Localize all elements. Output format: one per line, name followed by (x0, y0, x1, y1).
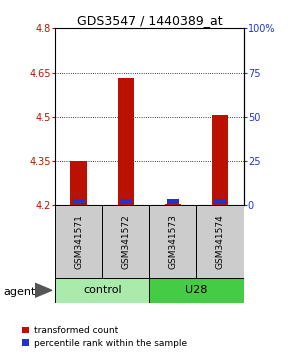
Bar (212, 115, 228, 205)
Bar (214, 199, 226, 205)
Bar (197, 205, 244, 278)
Text: GSM341573: GSM341573 (168, 214, 177, 269)
Text: control: control (83, 285, 122, 295)
Text: GSM341571: GSM341571 (74, 214, 83, 269)
Bar (70, 161, 87, 205)
Bar (55, 278, 149, 303)
Text: U28: U28 (185, 285, 208, 295)
Bar (55, 205, 102, 278)
Text: GSM341572: GSM341572 (121, 214, 130, 269)
Text: agent: agent (3, 287, 35, 297)
Bar (117, 79, 134, 205)
Text: GSM341574: GSM341574 (215, 214, 224, 269)
Legend: transformed count, percentile rank within the sample: transformed count, percentile rank withi… (22, 326, 187, 348)
Bar (149, 205, 197, 278)
Bar (165, 204, 181, 205)
Polygon shape (35, 283, 52, 297)
Bar (102, 205, 149, 278)
Bar (149, 278, 244, 303)
Title: GDS3547 / 1440389_at: GDS3547 / 1440389_at (77, 14, 222, 27)
Bar (73, 199, 85, 205)
Bar (120, 199, 132, 205)
Bar (167, 199, 179, 205)
